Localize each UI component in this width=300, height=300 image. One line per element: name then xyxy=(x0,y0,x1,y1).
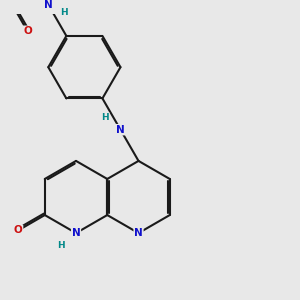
Text: O: O xyxy=(14,225,22,236)
Text: H: H xyxy=(101,113,109,122)
Text: H: H xyxy=(57,241,64,250)
Text: H: H xyxy=(60,8,67,17)
Text: N: N xyxy=(44,0,53,10)
Text: N: N xyxy=(72,228,80,238)
Text: N: N xyxy=(134,228,143,238)
Text: O: O xyxy=(23,26,32,36)
Text: N: N xyxy=(116,125,125,135)
